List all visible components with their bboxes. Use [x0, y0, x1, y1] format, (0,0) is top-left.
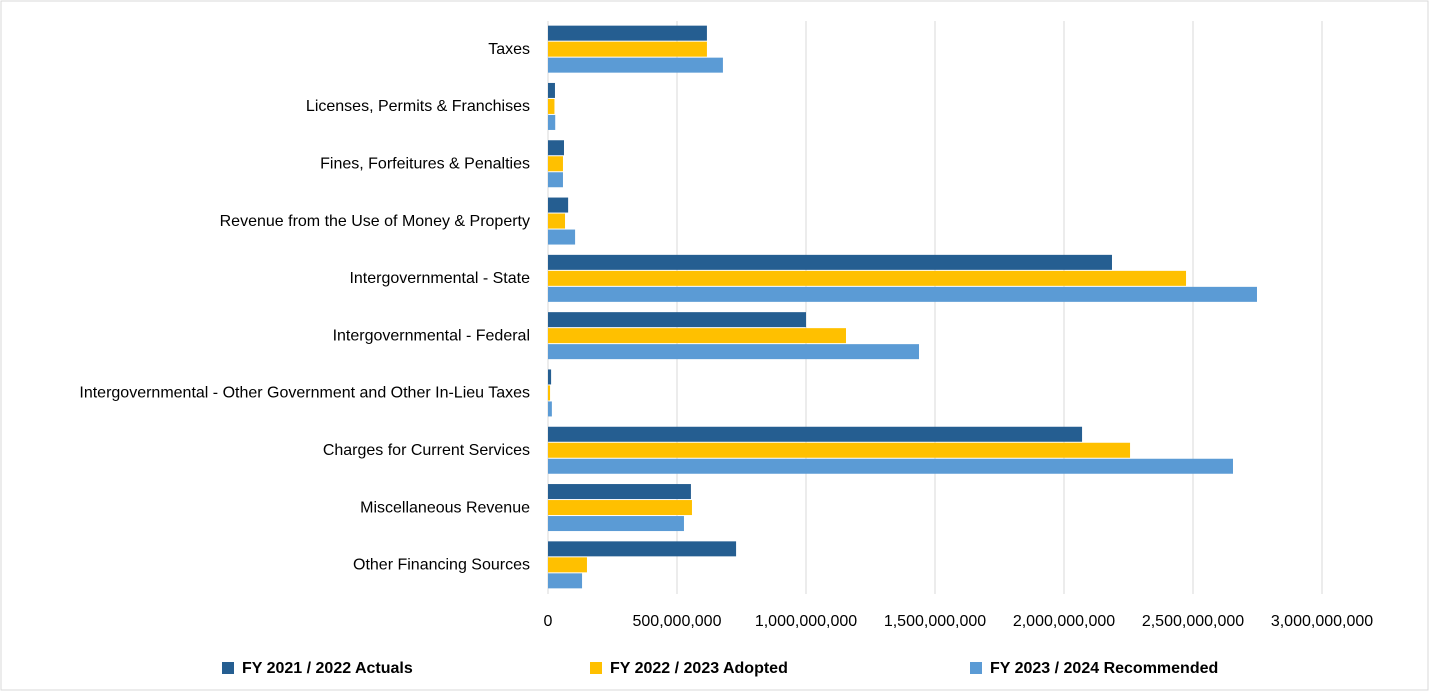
bar [548, 197, 569, 213]
bar [548, 286, 1257, 302]
x-tick-label: 2,500,000,000 [1142, 613, 1244, 630]
legend-label: FY 2023 / 2024 Recommended [990, 660, 1218, 677]
bar [548, 82, 555, 98]
x-tick-label: 0 [544, 613, 553, 630]
y-tick-label: Charges for Current Services [323, 442, 530, 459]
y-tick-label: Revenue from the Use of Money & Property [220, 213, 530, 230]
legend-label: FY 2022 / 2023 Adopted [610, 660, 788, 677]
bar [548, 213, 566, 229]
bar [548, 57, 723, 73]
bar [548, 98, 555, 114]
legend-swatch [222, 662, 234, 674]
x-tick-label: 1,500,000,000 [884, 613, 986, 630]
bar [548, 254, 1112, 270]
bar [548, 516, 684, 532]
legend-label: FY 2021 / 2022 Actuals [242, 660, 413, 677]
bar [548, 270, 1187, 286]
bar [548, 426, 1083, 442]
bar [548, 25, 707, 41]
bar [548, 114, 556, 130]
bar [548, 41, 707, 57]
bar [548, 369, 552, 385]
y-tick-label: Intergovernmental - State [349, 270, 530, 287]
bar [548, 172, 563, 188]
y-tick-label: Other Financing Sources [353, 557, 530, 574]
bar [548, 573, 583, 589]
bar [548, 401, 552, 417]
y-tick-label: Intergovernmental - Other Government and… [79, 385, 530, 402]
bar [548, 385, 551, 401]
x-tick-label: 500,000,000 [633, 613, 722, 630]
bar [548, 557, 587, 573]
y-tick-label: Intergovernmental - Federal [333, 327, 530, 344]
bar [548, 442, 1131, 458]
bar [548, 344, 920, 360]
x-tick-label: 1,000,000,000 [755, 613, 857, 630]
bar [548, 312, 806, 328]
bar [548, 458, 1233, 474]
bar [548, 484, 691, 500]
bar [548, 229, 576, 245]
x-tick-label: 3,000,000,000 [1271, 613, 1373, 630]
x-tick-label: 2,000,000,000 [1013, 613, 1115, 630]
bar [548, 328, 846, 344]
bar [548, 156, 563, 172]
bar [548, 541, 737, 557]
bar [548, 500, 692, 516]
legend: FY 2021 / 2022 Actuals FY 2022 / 2023 Ado… [222, 660, 1218, 677]
bar [548, 140, 564, 156]
y-tick-label: Licenses, Permits & Franchises [306, 98, 530, 115]
y-tick-label: Miscellaneous Revenue [360, 499, 530, 516]
y-tick-label: Fines, Forfeitures & Penalties [320, 155, 530, 172]
legend-swatch [590, 662, 602, 674]
legend-swatch [970, 662, 982, 674]
y-tick-label: Taxes [488, 41, 530, 58]
